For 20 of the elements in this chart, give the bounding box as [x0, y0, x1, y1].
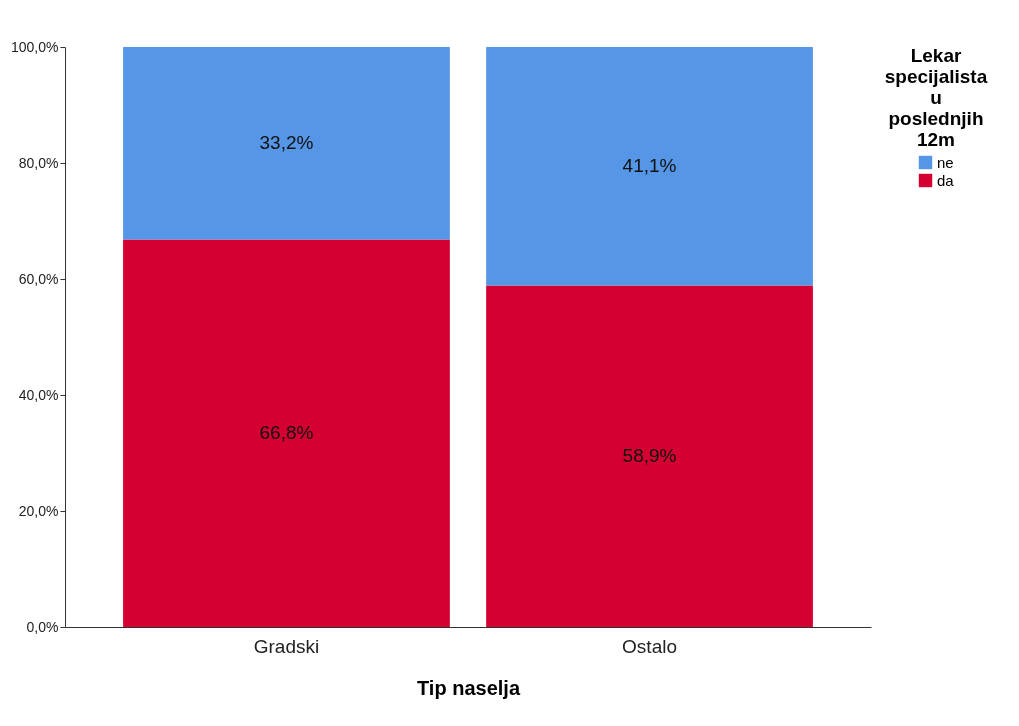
legend-label: da: [937, 171, 955, 189]
y-tick-label: 20,0%: [18, 502, 59, 519]
y-tick-label: 80,0%: [18, 154, 59, 171]
y-tick-label: 0,0%: [26, 618, 59, 635]
data-label: 41,1%: [622, 155, 677, 177]
bar: [486, 285, 813, 627]
bar: [123, 239, 450, 627]
x-axis-title: Tip naselja: [416, 676, 521, 699]
bar: [486, 47, 813, 286]
x-tick-label: Ostalo: [622, 635, 677, 657]
data-label: 58,9%: [622, 445, 677, 467]
data-label: 33,2%: [259, 132, 314, 154]
x-tick-label: Gradski: [253, 635, 320, 657]
y-tick-label: 40,0%: [18, 386, 59, 403]
y-tick-label: 100,0%: [11, 38, 59, 55]
legend-label: ne: [937, 153, 954, 171]
bar: [123, 47, 450, 240]
data-label: 66,8%: [259, 422, 314, 444]
y-tick-label: 60,0%: [18, 270, 59, 287]
legend-title: Lekar specijalista u poslednjih 12m: [884, 45, 988, 150]
